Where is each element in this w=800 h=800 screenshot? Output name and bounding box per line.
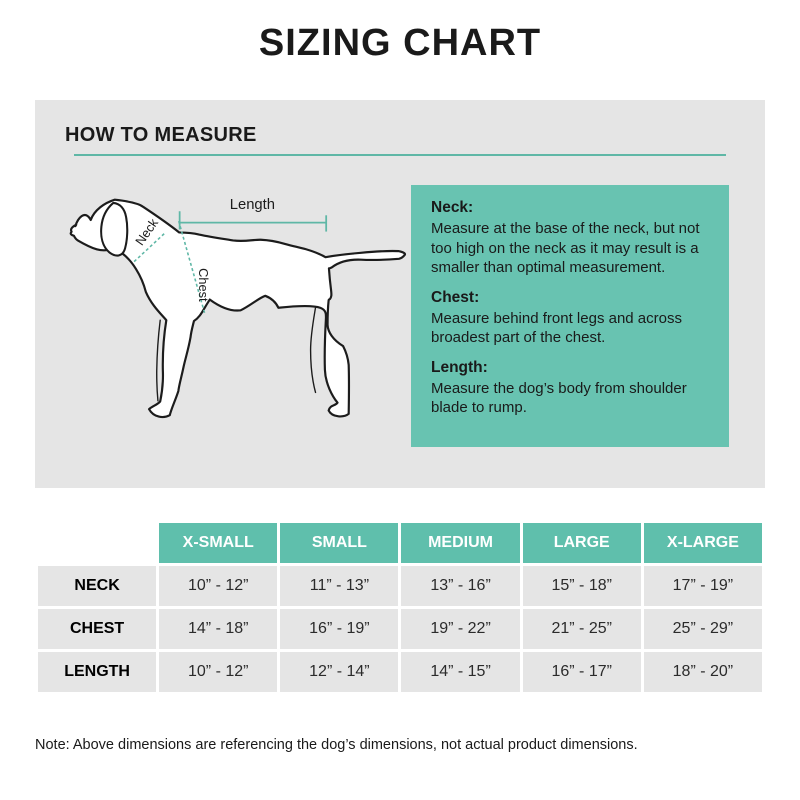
svg-text:Length: Length <box>230 197 275 213</box>
svg-text:Chest: Chest <box>196 268 211 302</box>
